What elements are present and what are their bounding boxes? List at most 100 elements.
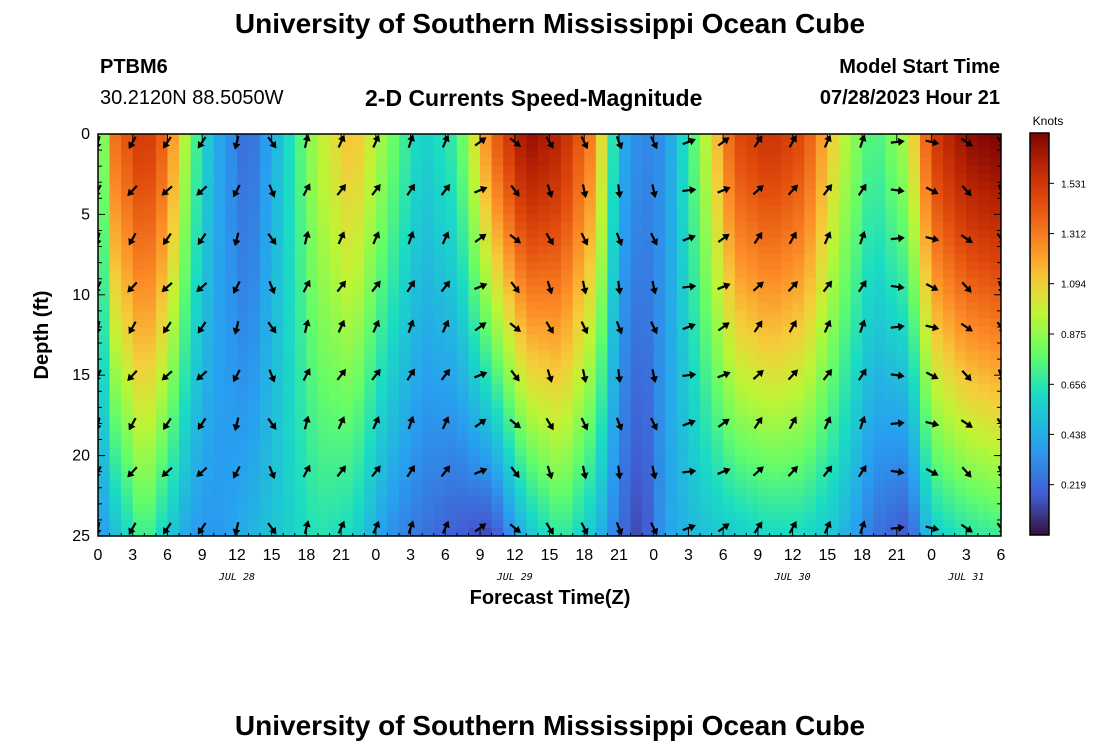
heatmap-cell [572, 150, 585, 159]
heatmap-cell [236, 270, 250, 280]
model-start-label: Model Start Time [839, 56, 1000, 78]
heatmap-cell [653, 527, 666, 536]
arrow-head [268, 471, 276, 480]
heatmap-cell [317, 286, 331, 296]
heatmap-cell [630, 431, 643, 441]
heatmap-cell [769, 302, 782, 312]
current-arrow [580, 417, 589, 431]
heatmap-cell [885, 134, 898, 143]
arrow-shaft [857, 468, 865, 478]
heatmap-cell [155, 262, 169, 272]
heatmap-cell [838, 415, 852, 425]
heatmap-cell [109, 166, 122, 175]
heatmap-cell [781, 399, 794, 408]
x-tick-label: 0 [371, 547, 380, 564]
heatmap-cell [294, 487, 307, 497]
heatmap-cell [480, 335, 493, 344]
heatmap-cell [364, 206, 377, 215]
heatmap-cell [306, 407, 319, 416]
heatmap-cell [503, 527, 516, 536]
heatmap-cell [260, 310, 273, 320]
heatmap-cell [213, 351, 226, 360]
heatmap-cell [132, 190, 145, 199]
heatmap-cell [862, 214, 875, 224]
heatmap-cell [943, 527, 956, 536]
heatmap-cell [653, 399, 666, 408]
heatmap-cell [445, 463, 458, 473]
heatmap-cell [109, 519, 122, 529]
heatmap-cell [456, 495, 470, 505]
heatmap-cell [387, 335, 400, 344]
heatmap-cell [399, 222, 412, 232]
heatmap-cell [410, 431, 423, 441]
heatmap-cell [456, 447, 470, 457]
heatmap-cell [468, 278, 481, 288]
heatmap-cell [410, 415, 423, 425]
heatmap-cell [422, 134, 435, 143]
heatmap-cell [155, 527, 169, 536]
heatmap-cell [572, 511, 585, 521]
current-arrow [406, 280, 415, 293]
chart-title: 2-D Currents Speed-Magnitude [365, 85, 703, 111]
arrow-shaft [546, 280, 552, 290]
model-start-value: 07/28/2023 Hour 21 [819, 87, 1000, 109]
heatmap-cell [584, 134, 597, 143]
heatmap-cell [167, 335, 180, 344]
heatmap-cell [410, 335, 423, 344]
heatmap-cell [352, 471, 365, 481]
heatmap-cell [908, 511, 921, 521]
heatmap-cell [294, 270, 307, 280]
heatmap-cell [711, 190, 724, 199]
heatmap-cell [711, 302, 724, 312]
heatmap-cell [317, 415, 331, 425]
heatmap-cell [723, 310, 736, 320]
heatmap-cell [167, 351, 180, 360]
heatmap-cell [549, 262, 562, 272]
heatmap-cell [190, 230, 203, 240]
heatmap-cell [260, 230, 273, 240]
heatmap-cell [433, 415, 446, 425]
heatmap-cell [109, 343, 122, 352]
heatmap-cell [896, 423, 909, 433]
heatmap-cell [873, 158, 886, 167]
heatmap-cell [549, 375, 562, 384]
current-arrow [336, 465, 347, 478]
heatmap-cell [838, 190, 852, 199]
heatmap-cell [908, 399, 921, 408]
heatmap-cell [341, 270, 354, 280]
heatmap-cell [734, 527, 747, 536]
heatmap-cell [561, 463, 574, 473]
heatmap-cell [98, 310, 111, 320]
heatmap-cell [977, 439, 991, 449]
arrow-shaft [199, 185, 208, 194]
heatmap-cell [792, 214, 805, 224]
heatmap-cell [943, 286, 956, 296]
heatmap-cell [665, 447, 678, 457]
heatmap-cell [225, 359, 238, 368]
heatmap-cell [445, 142, 458, 151]
heatmap-cell [908, 439, 921, 449]
arrow-shaft [960, 523, 970, 531]
heatmap-cell [271, 527, 284, 536]
arrow-head [268, 286, 276, 295]
arrow-shaft [337, 524, 344, 534]
heatmap-cell [711, 270, 724, 280]
heatmap-cell [549, 254, 562, 264]
heatmap-cell [341, 230, 354, 240]
arrow-shaft [371, 372, 379, 381]
y-tick-label: 15 [72, 367, 90, 384]
heatmap-cell [908, 487, 921, 497]
heatmap-cell [630, 455, 643, 465]
heatmap-cell [468, 246, 481, 256]
heatmap-cell [746, 230, 759, 240]
arrow-head [964, 285, 972, 293]
heatmap-cell [352, 190, 365, 199]
arrow-head [407, 319, 415, 327]
heatmap-cell [248, 495, 261, 505]
colorbar-tick-label: 0.875 [1061, 330, 1086, 341]
heatmap-cell [781, 511, 794, 521]
heatmap-cell [862, 399, 875, 408]
heatmap-cell [676, 214, 690, 224]
arrow-head [196, 469, 204, 478]
arrow-shaft [336, 468, 344, 478]
